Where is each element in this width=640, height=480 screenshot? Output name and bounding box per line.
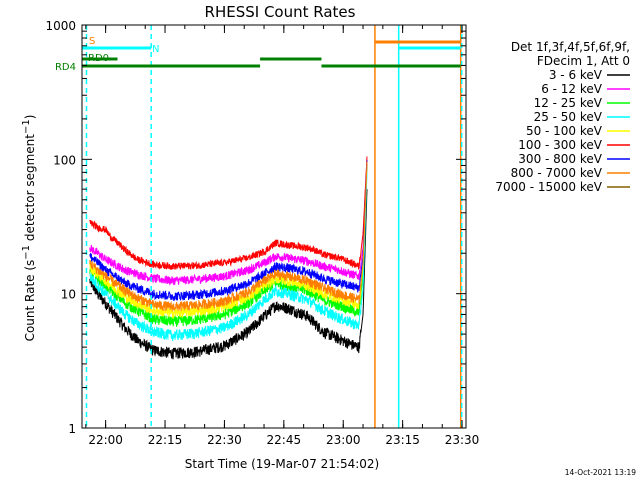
x-tick-label-0: 22:00 bbox=[88, 433, 123, 447]
flag-label-s: S bbox=[89, 36, 95, 47]
x-tick-label-5: 23:15 bbox=[385, 433, 420, 447]
x-tick-label-2: 22:30 bbox=[207, 433, 242, 447]
legend-header-1: FDecim 1, Att 0 bbox=[537, 54, 630, 68]
legend-label-6: 300 - 800 keV bbox=[518, 152, 602, 166]
series-line-3 bbox=[89, 172, 368, 342]
legend-label-5: 100 - 300 keV bbox=[518, 138, 602, 152]
series-line-0 bbox=[89, 189, 368, 360]
x-tick-label-1: 22:15 bbox=[148, 433, 183, 447]
legend-header-0: Det 1f,3f,4f,5f,6f,9f, bbox=[511, 40, 630, 54]
series-line-7 bbox=[89, 161, 368, 312]
flag-label-rd0: RD0 bbox=[88, 53, 109, 64]
series-line-5 bbox=[89, 156, 368, 271]
flag-label-rd4: RD4 bbox=[55, 62, 76, 73]
y-axis-label-sup1: −1 bbox=[21, 245, 32, 260]
overlay-layer: S N RD0 RD4 bbox=[55, 25, 463, 428]
x-axis-label: Start Time (19-Mar-07 21:54:02) bbox=[185, 457, 379, 471]
y-tick-label-2: 100 bbox=[53, 153, 76, 167]
timestamp: 14-Oct-2021 13:19 bbox=[565, 468, 636, 477]
y-tick-label-1: 10 bbox=[61, 288, 76, 302]
y-axis-label: Count Rate (s−1 detector segment−1) bbox=[21, 115, 37, 342]
y-axis-label-sup2: −1 bbox=[21, 119, 32, 134]
series-layer bbox=[89, 156, 368, 360]
legend-label-1: 6 - 12 keV bbox=[541, 82, 603, 96]
legend-label-8: 7000 - 15000 keV bbox=[495, 180, 602, 194]
x-tick-label-3: 22:45 bbox=[267, 433, 302, 447]
legend-label-7: 800 - 7000 keV bbox=[511, 166, 603, 180]
series-line-6 bbox=[89, 160, 368, 301]
axis-layer: 22:00 22:15 22:30 22:45 23:00 23:15 23:30 1 10 10… bbox=[45, 19, 479, 447]
x-tick-label-6: 23:30 bbox=[445, 433, 480, 447]
legend: Det 1f,3f,4f,5f,6f,9f,FDecim 1, Att 03 -… bbox=[495, 40, 630, 194]
legend-label-0: 3 - 6 keV bbox=[549, 68, 603, 82]
y-axis-label-part2: detector segment bbox=[23, 134, 37, 245]
legend-label-4: 50 - 100 keV bbox=[526, 124, 603, 138]
y-tick-label-0: 1 bbox=[68, 422, 76, 436]
x-tick-label-4: 23:00 bbox=[326, 433, 361, 447]
y-axis-label-part3: ) bbox=[23, 115, 37, 120]
legend-label-2: 12 - 25 keV bbox=[534, 96, 603, 110]
chart-title: RHESSI Count Rates bbox=[205, 3, 356, 21]
y-tick-label-3: 1000 bbox=[45, 19, 76, 33]
y-axis-label-part1: Count Rate (s bbox=[23, 260, 37, 342]
plot-frame bbox=[81, 24, 467, 429]
series-line-1 bbox=[89, 159, 368, 286]
flag-label-n: N bbox=[152, 44, 159, 55]
legend-label-3: 25 - 50 keV bbox=[534, 110, 603, 124]
